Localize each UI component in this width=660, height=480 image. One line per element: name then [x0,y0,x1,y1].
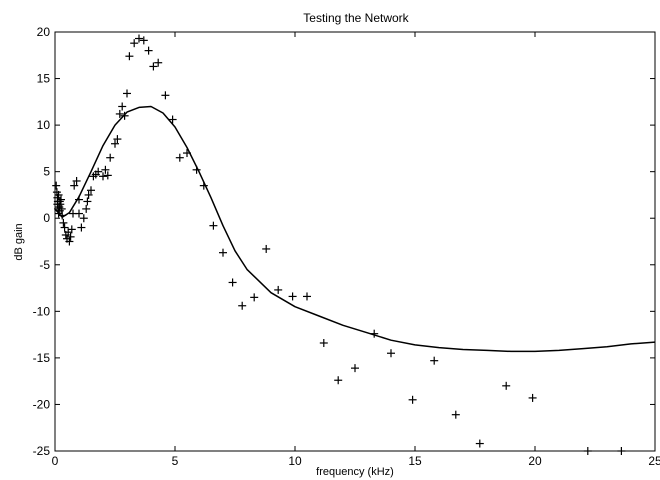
x-tick-label: 0 [52,454,59,468]
measured-point-marker [262,244,271,253]
measured-point-marker [408,395,417,404]
fit-curve-line [54,105,656,353]
measured-point-marker [168,115,177,124]
y-tick-label: 0 [43,211,50,225]
x-tick-label: 10 [288,454,302,468]
measured-point-marker [334,376,343,385]
measured-point-marker [66,232,75,241]
measured-point-marker [250,293,259,302]
measured-point-marker [79,214,88,223]
y-tick-label: -20 [33,397,51,411]
measured-point-marker [238,301,247,310]
y-tick-label: -25 [33,444,51,458]
x-tick-label: 15 [408,454,422,468]
measured-point-marker [175,153,184,162]
measured-point-marker [219,248,227,257]
measured-point-marker [60,223,69,232]
measured-point-marker [70,181,79,190]
measured-point-marker [130,39,139,48]
measured-point-marker [135,34,143,43]
y-tick-label: -5 [39,258,50,272]
measured-point-marker [209,221,218,230]
measured-point-marker [54,190,63,199]
measured-point-marker [72,176,81,185]
measured-point-marker [475,439,484,448]
y-axis-label: dB gain [13,223,25,260]
measured-point-marker [99,172,107,181]
y-tick-label: -15 [33,351,51,365]
measured-point-marker [52,181,61,190]
measured-point-marker [139,36,148,45]
measured-point-marker [351,364,359,373]
measured-point-marker [87,186,95,195]
measured-point-marker [451,410,460,419]
y-tick-label: 15 [37,72,51,86]
x-axis-label: frequency (kHz) [316,466,394,478]
measured-point-marker [59,218,68,227]
measured-point-marker [125,52,134,61]
series-layer [52,34,656,455]
measured-point-marker [583,447,592,455]
measured-point-marker [528,393,537,402]
measured-point-marker [149,62,158,71]
x-tick-label: 20 [528,454,542,468]
y-axis: -25 -20 -15 -10 -5 0 5 10 15 20 [33,25,655,458]
plot-frame [54,31,656,452]
measured-point-marker [617,447,626,455]
x-axis: 0 5 10 15 20 25 [52,32,660,468]
y-tick-label: 20 [37,25,51,39]
measured-point-marker [144,46,153,55]
measured-point-marker [82,204,91,213]
measured-point-marker [502,381,511,390]
measured-point-marker [303,292,311,301]
measured-point-marker [111,139,119,148]
measured-point-marker [387,349,395,358]
y-tick-label: 10 [37,118,51,132]
measured-point-marker [77,223,86,232]
measured-point-marker [115,109,124,118]
measured-point-marker [65,237,74,246]
x-tick-label: 5 [172,454,179,468]
chart-title: Testing the Network [303,11,409,25]
x-tick-label: 25 [648,454,660,468]
y-tick-label: -10 [33,304,51,318]
measured-point-marker [123,89,131,98]
measured-point-marker [274,285,283,294]
measured-point-marker [154,58,163,67]
measured-point-marker [113,135,122,144]
measured-point-marker [430,356,439,365]
measured-point-marker [84,190,93,199]
measured-point-marker [161,91,170,100]
measured-point-marker [103,171,112,180]
measured-point-marker [83,197,92,206]
measured-point-marker [288,292,297,301]
measured-point-marker [94,167,103,176]
measured-point-marker [56,200,65,209]
measured-point-marker [101,165,110,174]
measured-point-marker [57,195,65,204]
measured-point-marker [228,278,237,287]
measured-point-marker [319,338,328,347]
measured-point-marker [67,225,76,234]
measured-point-marker [118,102,127,111]
measured-point-marker [106,153,115,162]
y-tick-label: 5 [43,165,50,179]
measured-point-marker [75,209,83,218]
